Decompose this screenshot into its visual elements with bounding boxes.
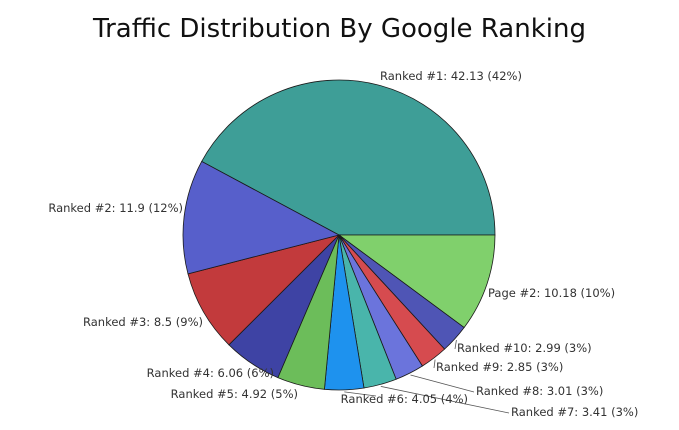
pie-slice-page-2 <box>337 234 496 329</box>
slice-label: Ranked #6: 4.05 (4%) <box>341 392 468 406</box>
slice-label: Ranked #2: 11.9 (12%) <box>48 201 183 215</box>
slice-label: Ranked #10: 2.99 (3%) <box>457 341 592 355</box>
slice-label: Ranked #1: 42.13 (42%) <box>380 69 522 83</box>
slice-label: Ranked #4: 6.06 (6%) <box>147 366 274 380</box>
slice-label: Ranked #8: 3.01 (3%) <box>476 384 603 398</box>
slice-label: Ranked #3: 8.5 (9%) <box>83 315 203 329</box>
leader-line <box>380 386 510 414</box>
leader-line <box>454 340 457 350</box>
slice-label: Ranked #5: 4.92 (5%) <box>171 387 298 401</box>
slice-label: Ranked #7: 3.41 (3%) <box>511 405 638 419</box>
leader-line <box>433 359 436 369</box>
leader-line <box>410 374 475 393</box>
leader-line <box>344 391 377 397</box>
pie-slice-ranked-2 <box>182 160 341 275</box>
slice-label: Ranked #9: 2.85 (3%) <box>436 360 563 374</box>
pie-slice-ranked-3 <box>187 234 341 346</box>
pie-slice-ranked-1 <box>201 79 496 236</box>
chart-title: Traffic Distribution By Google Ranking <box>93 14 586 44</box>
slice-label: Page #2: 10.18 (10%) <box>488 286 615 300</box>
